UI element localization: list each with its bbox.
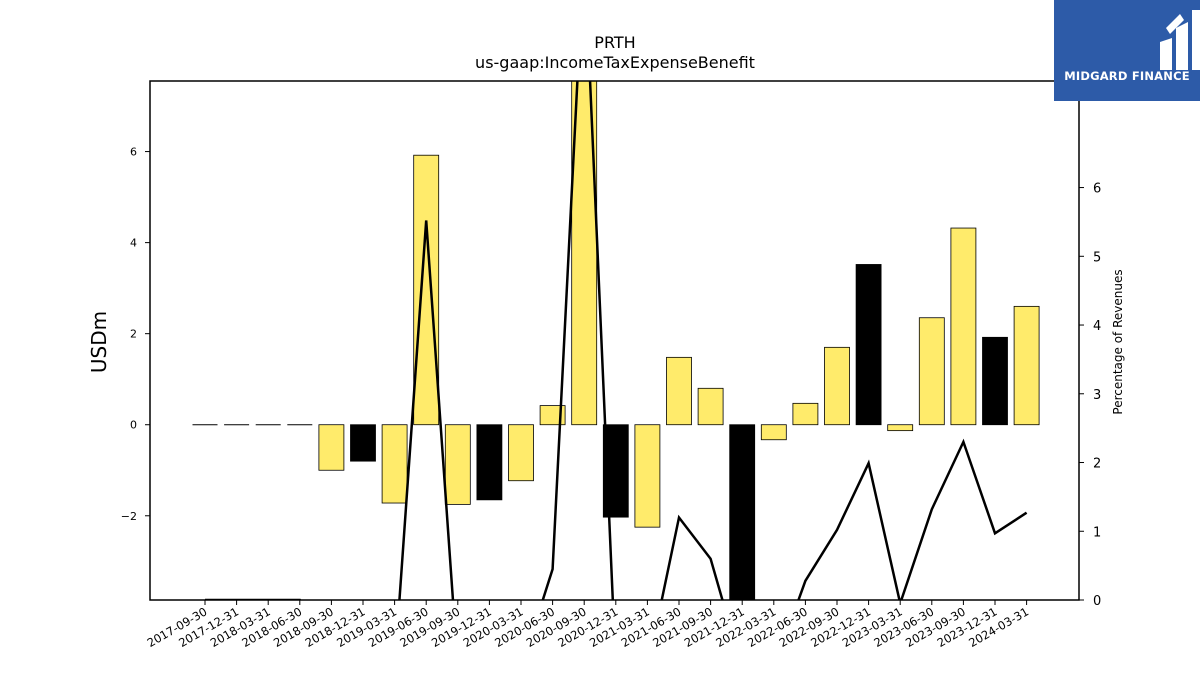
y2-axis-label: Percentage of Revenues [1111,269,1125,414]
bar [824,346,850,426]
bar [476,424,503,501]
bar [729,424,756,600]
chart-subtitle: us-gaap:IncomeTaxExpenseBenefit [475,53,755,72]
y-tick-label: 0 [130,419,137,432]
plot-frame [149,80,1080,601]
y2-tick-label: 6 [1093,182,1101,197]
bar [539,405,566,426]
bar [444,424,471,505]
y2-tick-label: 0 [1093,594,1101,609]
bar [792,402,819,426]
y2-tick-label: 5 [1093,250,1101,265]
chart-title: PRTH [594,33,635,52]
midgard-finance-logo: MIDGARD FINANCE [1054,0,1200,101]
bar [634,424,661,528]
y2-tick-label: 1 [1093,525,1101,540]
bar [666,356,692,426]
bar [982,336,1008,426]
bar [697,387,724,426]
y-axis-label: USDm [87,311,111,373]
bar [760,424,787,441]
bar [950,227,977,426]
bar [381,424,408,504]
bar [413,154,440,426]
logo-text: MIDGARD FINANCE [1064,69,1190,83]
y2-tick-label: 2 [1093,457,1101,472]
y-tick-label: 6 [130,146,137,159]
y-tick-label: 4 [130,237,137,250]
logo-mark-icon [1160,10,1200,70]
y-tick-label: 2 [130,328,137,341]
revenue-percentage-line [205,81,1028,600]
bar [318,424,345,471]
bar [855,264,882,426]
bar [350,424,376,462]
y2-tick-label: 4 [1093,319,1101,334]
bar [887,424,914,432]
y2-tick-label: 3 [1093,388,1101,403]
bar [918,317,945,426]
bar [1013,305,1040,426]
y-tick-label: −2 [121,510,137,523]
bar [508,424,534,482]
